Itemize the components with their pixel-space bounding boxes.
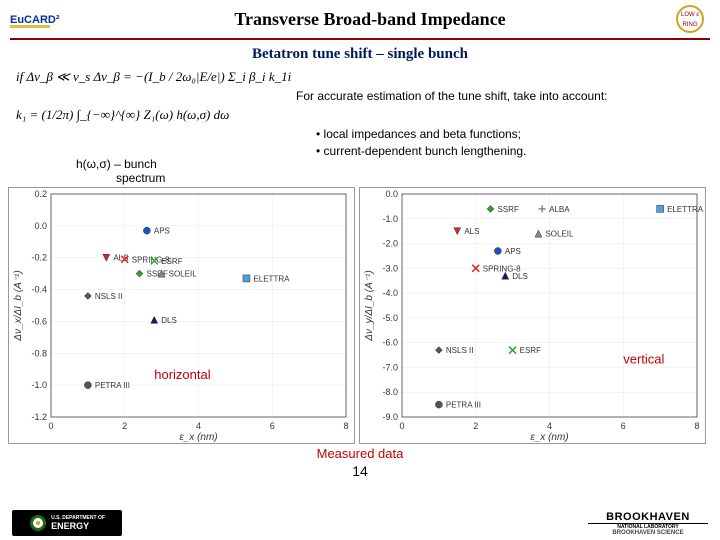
svg-text:0: 0 bbox=[399, 421, 404, 431]
lowering-logo: LOW ε RING bbox=[670, 4, 710, 34]
slide-subtitle: Betatron tune shift – single bunch bbox=[0, 46, 720, 63]
brookhaven-logo: BROOKHAVEN NATIONAL LABORATORY BROOKHAVE… bbox=[588, 511, 708, 536]
svg-text:APS: APS bbox=[154, 227, 170, 236]
chart-vertical: -9.0 -8.0 -7.0 -6.0 -5.0 -4.0 -3.0 -2.0 -1.0 0.0 0… bbox=[359, 187, 706, 444]
svg-text:Δν_x/ΔI_b (A⁻¹): Δν_x/ΔI_b (A⁻¹) bbox=[13, 270, 24, 341]
formula-kick: k₁ = (1/2π) ∫_{−∞}^{∞} Z₁(ω) h(ω,σ) dω bbox=[16, 107, 229, 123]
svg-text:NSLS II: NSLS II bbox=[95, 292, 123, 301]
svg-text:-1.0: -1.0 bbox=[382, 214, 398, 224]
svg-text:ALBA: ALBA bbox=[549, 205, 570, 214]
svg-text:-0.4: -0.4 bbox=[31, 285, 47, 295]
chart-horizontal: -1.2-1.0-0.8-0.6-0.4-0.20.00.202468APSAL… bbox=[8, 187, 355, 444]
svg-text:-2.0: -2.0 bbox=[382, 239, 398, 249]
svg-text:0.2: 0.2 bbox=[34, 189, 47, 199]
eucard-logo: EuCARD² bbox=[10, 7, 70, 31]
svg-text:6: 6 bbox=[621, 421, 626, 431]
svg-text:SOLEIL: SOLEIL bbox=[169, 270, 198, 279]
bullet-list: • local impedances and beta functions; •… bbox=[316, 127, 704, 158]
svg-text:PETRA III: PETRA III bbox=[446, 401, 481, 410]
svg-text:NSLS II: NSLS II bbox=[446, 346, 474, 355]
energy-logo: U.S. DEPARTMENT OFENERGY bbox=[12, 510, 122, 536]
content-area: if Δν_β ≪ ν_s Δν_β = −(I_b / 2ω₀|E/e|) Σ… bbox=[0, 69, 720, 185]
svg-text:SOLEIL: SOLEIL bbox=[545, 230, 574, 239]
svg-text:ALS: ALS bbox=[464, 227, 479, 236]
svg-text:0.0: 0.0 bbox=[34, 221, 47, 231]
svg-text:Δν_y/ΔI_b (A⁻¹): Δν_y/ΔI_b (A⁻¹) bbox=[364, 270, 375, 341]
svg-text:LOW ε: LOW ε bbox=[681, 12, 699, 18]
svg-text:-4.0: -4.0 bbox=[382, 288, 398, 298]
svg-text:6: 6 bbox=[270, 421, 275, 431]
bullet-1: • local impedances and beta functions; bbox=[316, 127, 704, 141]
svg-text:ELETTRA: ELETTRA bbox=[253, 274, 290, 283]
svg-text:ESRF: ESRF bbox=[520, 346, 541, 355]
divider bbox=[10, 38, 710, 40]
svg-text:8: 8 bbox=[343, 421, 348, 431]
bullet-2: • current-dependent bunch lengthening. bbox=[316, 144, 704, 158]
measured-data-label: Measured data bbox=[0, 446, 720, 461]
slide-header: EuCARD² Transverse Broad-band Impedance … bbox=[0, 0, 720, 38]
svg-text:-1.2: -1.2 bbox=[31, 412, 47, 422]
svg-text:2: 2 bbox=[122, 421, 127, 431]
svg-text:8: 8 bbox=[694, 421, 699, 431]
svg-text:-9.0: -9.0 bbox=[382, 412, 398, 422]
svg-text:ESRF: ESRF bbox=[161, 257, 182, 266]
svg-text:-0.6: -0.6 bbox=[31, 316, 47, 326]
svg-text:0.0: 0.0 bbox=[385, 189, 398, 199]
charts-row: -1.2 -1.0 -0.8 -0.6 -0.4 -0.2 0.0 0.2 0 2 4 6 8 APS AL… bbox=[0, 187, 720, 444]
svg-text:2: 2 bbox=[473, 421, 478, 431]
svg-text:ε_x (nm): ε_x (nm) bbox=[179, 432, 217, 443]
svg-text:-0.8: -0.8 bbox=[31, 348, 47, 358]
footer: U.S. DEPARTMENT OFENERGY BROOKHAVEN NATI… bbox=[0, 510, 720, 536]
page-number: 14 bbox=[0, 463, 720, 479]
slide-title: Transverse Broad-band Impedance bbox=[70, 9, 670, 30]
svg-text:4: 4 bbox=[196, 421, 201, 431]
svg-text:4: 4 bbox=[547, 421, 552, 431]
svg-text:ELETTRA: ELETTRA bbox=[667, 205, 704, 214]
svg-text:APS: APS bbox=[505, 247, 521, 256]
svg-text:-8.0: -8.0 bbox=[382, 387, 398, 397]
svg-text:RING: RING bbox=[683, 22, 698, 28]
svg-text:EuCARD²: EuCARD² bbox=[10, 14, 60, 26]
svg-text:horizontal: horizontal bbox=[154, 367, 210, 382]
svg-text:PETRA III: PETRA III bbox=[95, 381, 130, 390]
svg-text:-3.0: -3.0 bbox=[382, 263, 398, 273]
svg-text:DLS: DLS bbox=[161, 316, 177, 325]
intro-text: For accurate estimation of the tune shif… bbox=[296, 89, 704, 103]
svg-text:ε_x (nm): ε_x (nm) bbox=[530, 432, 568, 443]
spectrum-label: h(ω,σ) – bunch spectrum bbox=[76, 157, 704, 185]
svg-text:-7.0: -7.0 bbox=[382, 362, 398, 372]
svg-text:-6.0: -6.0 bbox=[382, 338, 398, 348]
svg-text:-0.2: -0.2 bbox=[31, 253, 47, 263]
svg-text:DLS: DLS bbox=[512, 272, 528, 281]
svg-text:0: 0 bbox=[48, 421, 53, 431]
svg-text:-1.0: -1.0 bbox=[31, 380, 47, 390]
svg-text:vertical: vertical bbox=[623, 351, 664, 366]
svg-text:-5.0: -5.0 bbox=[382, 313, 398, 323]
formula-tune-shift: if Δν_β ≪ ν_s Δν_β = −(I_b / 2ω₀|E/e|) Σ… bbox=[16, 69, 291, 85]
svg-text:SSRF: SSRF bbox=[498, 205, 519, 214]
